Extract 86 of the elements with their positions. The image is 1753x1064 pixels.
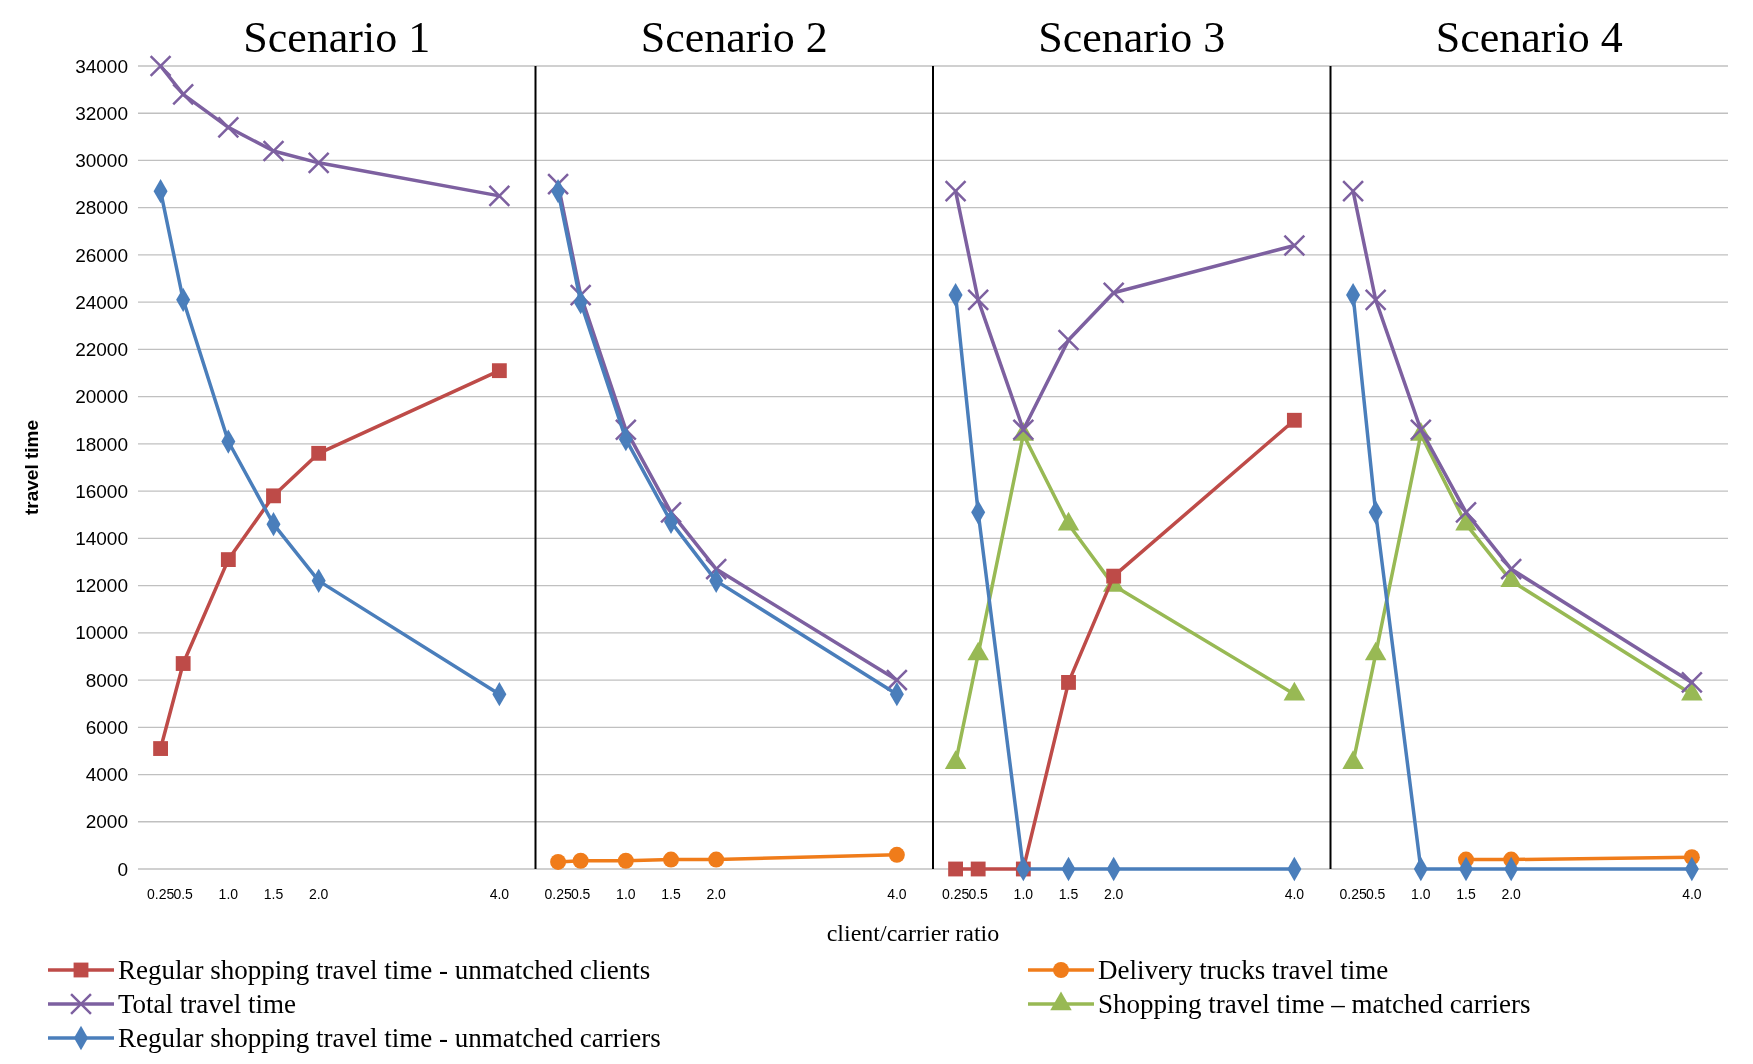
x-tick-label: 4.0 bbox=[1284, 886, 1305, 902]
point bbox=[1102, 281, 1125, 304]
legend-label: Regular shopping travel time - unmatched clients bbox=[118, 955, 651, 986]
y-tick-label: 30000 bbox=[75, 150, 128, 172]
x-axis-title: client/carrier ratio bbox=[826, 920, 1000, 946]
x-tick-label: 4.0 bbox=[887, 886, 907, 902]
chart-title: Scenario 2 bbox=[640, 13, 828, 62]
x-tick-label: 2.0 bbox=[308, 886, 329, 902]
point bbox=[1057, 328, 1080, 352]
x-tick-label: 2.0 bbox=[1501, 886, 1522, 902]
point bbox=[966, 288, 990, 312]
x-tick-label: 0.5 bbox=[570, 886, 591, 902]
chart-title: Scenario 4 bbox=[1435, 13, 1623, 62]
y-tick-label: 34000 bbox=[75, 55, 128, 77]
x-tick-label: 0.25 bbox=[544, 886, 572, 902]
y-tick-label: 6000 bbox=[85, 716, 128, 738]
chart-title: Scenario 1 bbox=[243, 13, 431, 62]
x-tick-label: 1.0 bbox=[1013, 886, 1034, 902]
point bbox=[948, 861, 963, 877]
legend-label: Delivery trucks travel time bbox=[1098, 955, 1389, 986]
y-tick-label: 10000 bbox=[75, 622, 128, 644]
y-tick-label: 22000 bbox=[75, 339, 128, 361]
point bbox=[970, 861, 986, 877]
point bbox=[1286, 412, 1302, 428]
point bbox=[220, 552, 236, 568]
point bbox=[307, 151, 330, 175]
point bbox=[1106, 568, 1122, 584]
legend-label: Total travel time bbox=[118, 989, 297, 1020]
x-tick-label: 1.5 bbox=[263, 886, 284, 902]
y-tick-label: 26000 bbox=[75, 244, 128, 266]
legend-label: Shopping travel time – matched carriers bbox=[1098, 989, 1531, 1020]
point bbox=[888, 846, 905, 863]
point bbox=[262, 139, 285, 163]
x-tick-label: 0.25 bbox=[941, 886, 970, 902]
point bbox=[311, 445, 327, 461]
x-tick-label: 2.0 bbox=[706, 886, 727, 902]
y-tick-label: 12000 bbox=[75, 575, 128, 597]
x-tick-label: 1.5 bbox=[1456, 886, 1476, 902]
x-tick-label: 1.0 bbox=[616, 886, 636, 902]
point bbox=[171, 83, 195, 106]
y-tick-label: 4000 bbox=[85, 764, 128, 786]
y-tick-label: 20000 bbox=[75, 386, 128, 408]
legend-label: Regular shopping travel time - unmatched carriers bbox=[118, 1023, 661, 1054]
point bbox=[1499, 557, 1523, 581]
y-tick-label: 2000 bbox=[85, 811, 128, 833]
y-tick-label: 32000 bbox=[75, 102, 128, 124]
y-tick-label: 16000 bbox=[75, 480, 128, 502]
point bbox=[550, 853, 567, 870]
point bbox=[1454, 501, 1478, 524]
point bbox=[175, 656, 191, 671]
x-tick-label: 0.5 bbox=[968, 886, 989, 902]
x-tick-label: 0.25 bbox=[1339, 886, 1367, 902]
x-tick-label: 0.5 bbox=[173, 886, 194, 902]
y-tick-label: 14000 bbox=[75, 528, 128, 549]
y-tick-label: 0 bbox=[117, 858, 128, 880]
x-tick-label: 0.5 bbox=[1365, 886, 1386, 902]
point bbox=[266, 488, 281, 504]
point bbox=[1364, 288, 1387, 312]
point bbox=[153, 741, 168, 756]
chart-title: Scenario 3 bbox=[1038, 13, 1226, 62]
point bbox=[572, 852, 589, 869]
point bbox=[217, 116, 240, 139]
point bbox=[488, 184, 511, 208]
point bbox=[708, 851, 725, 868]
x-tick-label: 2.0 bbox=[1103, 886, 1124, 902]
y-tick-label: 18000 bbox=[75, 433, 128, 455]
point bbox=[663, 851, 679, 868]
y-tick-label: 8000 bbox=[85, 669, 128, 691]
point bbox=[491, 363, 507, 379]
x-tick-label: 4.0 bbox=[1682, 886, 1702, 902]
point bbox=[944, 179, 967, 203]
y-axis-title: travel time bbox=[21, 419, 42, 516]
y-tick-label: 24000 bbox=[75, 291, 128, 313]
y-tick-label: 28000 bbox=[75, 197, 128, 219]
point bbox=[1061, 675, 1076, 690]
point bbox=[1283, 234, 1306, 257]
point bbox=[149, 54, 172, 78]
x-tick-label: 1.0 bbox=[218, 886, 239, 902]
x-tick-label: 1.5 bbox=[1058, 886, 1079, 902]
point bbox=[1680, 671, 1704, 694]
point bbox=[1341, 179, 1365, 203]
x-tick-label: 0.25 bbox=[146, 886, 175, 902]
x-tick-label: 1.0 bbox=[1411, 886, 1431, 902]
x-tick-label: 4.0 bbox=[489, 886, 510, 902]
x-tick-label: 1.5 bbox=[661, 886, 681, 902]
point bbox=[617, 852, 634, 869]
